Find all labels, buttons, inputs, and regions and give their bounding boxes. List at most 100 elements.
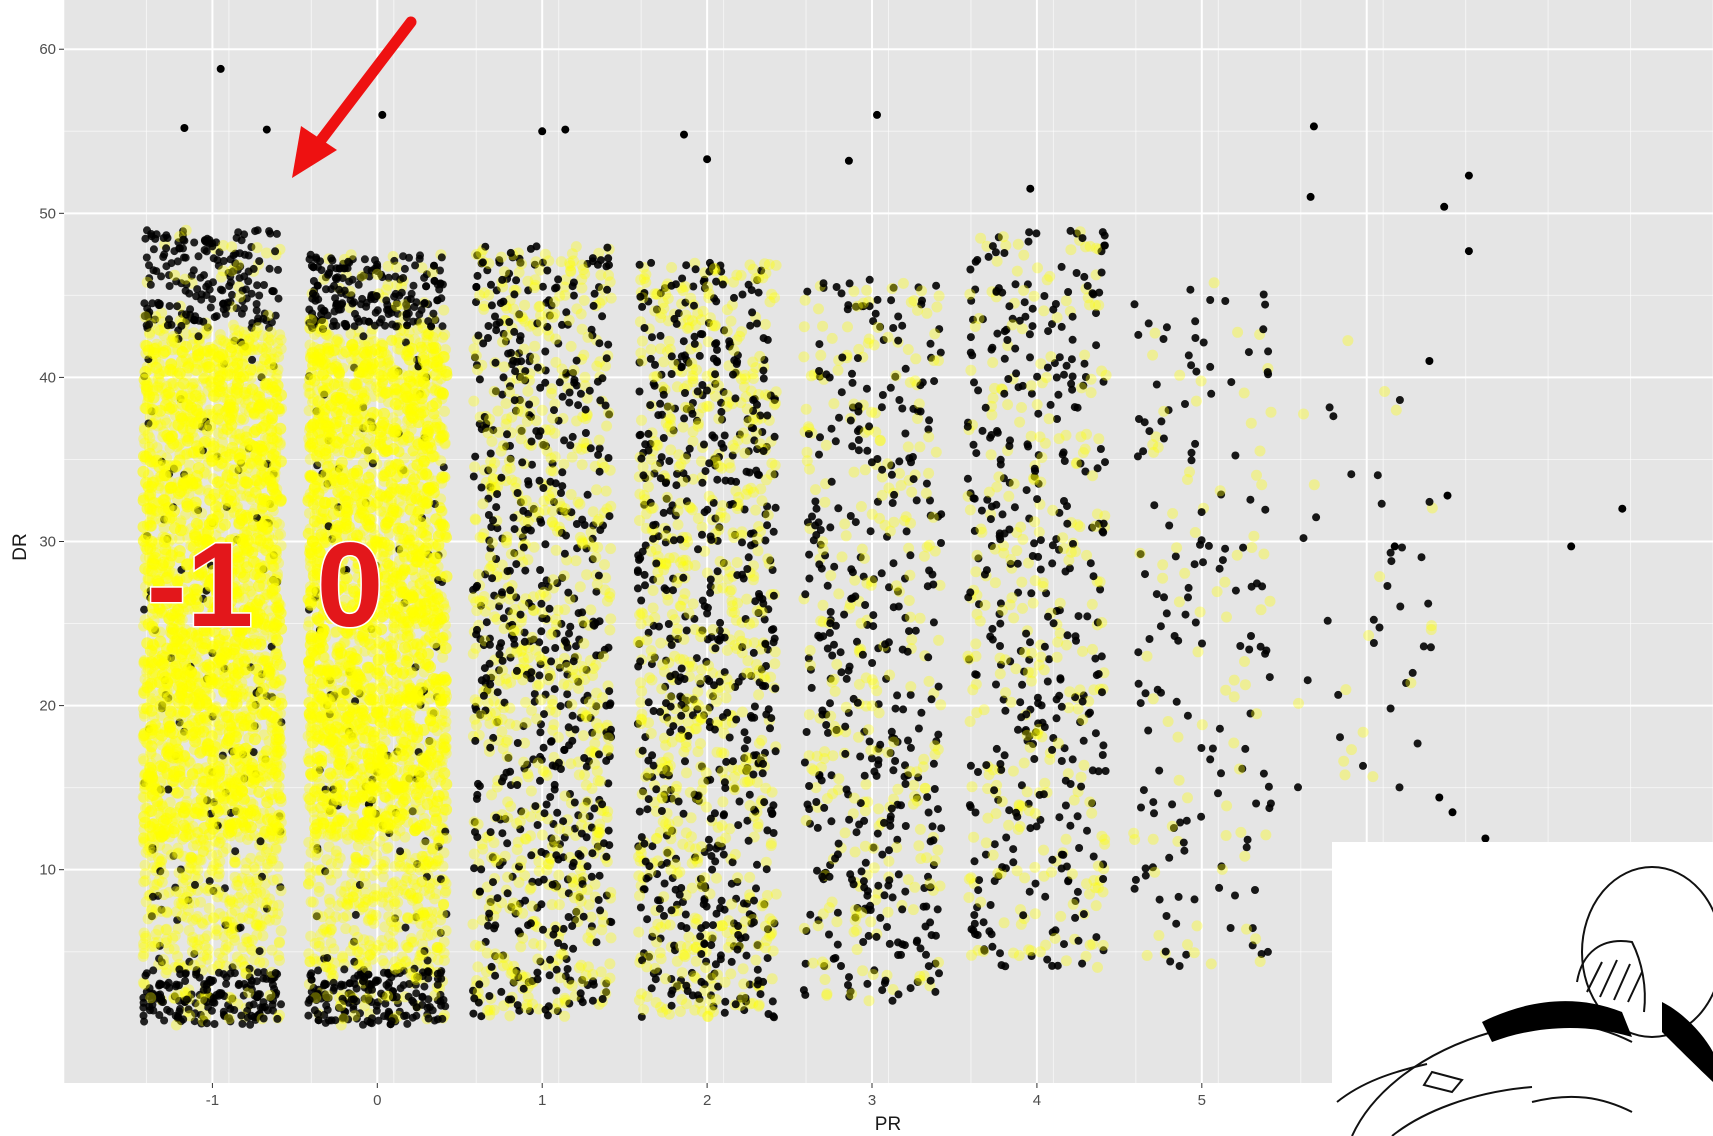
scatter-point bbox=[145, 320, 153, 329]
scatter-point bbox=[400, 875, 412, 887]
scatter-point bbox=[340, 965, 349, 974]
scatter-point bbox=[198, 845, 209, 857]
scatter-point bbox=[212, 427, 224, 439]
scatter-point bbox=[175, 650, 188, 663]
scatter-point bbox=[234, 414, 246, 426]
scatter-point bbox=[223, 1013, 235, 1025]
scatter-point bbox=[252, 306, 261, 315]
scatter-point bbox=[229, 669, 241, 682]
scatter-point bbox=[185, 851, 197, 863]
scatter-point bbox=[219, 451, 232, 464]
scatter-point bbox=[165, 282, 174, 290]
scatter-point bbox=[238, 1019, 247, 1028]
scatter-point bbox=[153, 852, 164, 864]
scatter-point bbox=[332, 333, 344, 345]
scatter-point bbox=[144, 328, 156, 340]
scatter-point bbox=[137, 832, 149, 844]
scatter-point bbox=[235, 274, 244, 283]
scatter-point bbox=[411, 261, 420, 270]
scatter-point bbox=[192, 970, 201, 979]
scatter-point bbox=[409, 281, 418, 290]
scatter-point bbox=[259, 314, 268, 323]
scatter-point bbox=[386, 916, 397, 928]
scatter-point bbox=[424, 693, 436, 705]
scatter-point bbox=[367, 869, 379, 881]
scatter-point bbox=[171, 786, 184, 799]
scatter-point bbox=[420, 982, 429, 991]
scatter-point bbox=[372, 1001, 381, 1010]
scatter-point bbox=[254, 919, 266, 931]
scatter-point bbox=[164, 705, 177, 718]
scatter-point bbox=[251, 919, 263, 931]
scatter-point bbox=[204, 493, 217, 506]
scatter-point bbox=[175, 898, 187, 910]
scatter-point bbox=[189, 476, 202, 489]
scatter-point bbox=[190, 363, 203, 376]
scatter-point bbox=[271, 726, 284, 739]
scatter-point bbox=[178, 805, 191, 818]
scatter-point bbox=[270, 648, 283, 661]
scatter-point bbox=[234, 228, 243, 237]
scatter-point bbox=[440, 878, 452, 890]
scatter-point bbox=[271, 969, 280, 977]
scatter-point bbox=[273, 781, 285, 793]
scatter-point bbox=[226, 472, 239, 485]
scatter-point bbox=[156, 990, 165, 999]
scatter-point bbox=[165, 315, 173, 324]
scatter-point bbox=[239, 821, 252, 834]
scatter-point bbox=[144, 767, 157, 780]
scatter-point bbox=[439, 996, 448, 1004]
scatter-point bbox=[141, 971, 150, 980]
scatter-point bbox=[337, 980, 346, 989]
scatter-point bbox=[223, 726, 236, 739]
scatter-point bbox=[271, 247, 280, 256]
scatter-point bbox=[226, 241, 238, 253]
scatter-point bbox=[232, 259, 244, 271]
scatter-point bbox=[159, 345, 172, 358]
scatter-point bbox=[165, 302, 174, 310]
scatter-point bbox=[187, 914, 199, 926]
scatter-point bbox=[361, 993, 373, 1005]
scatter-point bbox=[422, 920, 434, 932]
scatter-point bbox=[243, 913, 255, 925]
scatter-point bbox=[184, 896, 193, 905]
data-points bbox=[137, 64, 1627, 1031]
scatter-point bbox=[272, 860, 284, 872]
scatter-point bbox=[190, 238, 199, 247]
scatter-point bbox=[200, 236, 209, 245]
scatter-point bbox=[213, 374, 226, 387]
scatter-point bbox=[154, 376, 166, 388]
scatter-point bbox=[149, 245, 158, 254]
scatter-point bbox=[139, 859, 151, 871]
scatter-point bbox=[137, 791, 149, 803]
scatter-point bbox=[251, 887, 263, 899]
scatter-point bbox=[250, 663, 263, 676]
scatter-point bbox=[305, 305, 314, 314]
scatter-point bbox=[264, 893, 276, 905]
scatter-point bbox=[256, 920, 268, 932]
scatter-point bbox=[272, 229, 281, 238]
scatter-point bbox=[424, 1014, 433, 1023]
scatter-point bbox=[249, 733, 261, 746]
scatter-point bbox=[174, 886, 186, 898]
scatter-point bbox=[179, 235, 188, 244]
scatter-point bbox=[231, 847, 240, 856]
scatter-point bbox=[267, 874, 279, 886]
scatter-point bbox=[220, 939, 232, 951]
scatter-point bbox=[219, 305, 228, 314]
scatter-point bbox=[139, 868, 151, 880]
scatter-point bbox=[208, 242, 217, 251]
scatter-point bbox=[138, 810, 151, 823]
scatter-point bbox=[163, 386, 176, 399]
scatter-point bbox=[201, 744, 214, 757]
scatter-point bbox=[138, 450, 150, 463]
scatter-point bbox=[194, 252, 203, 261]
scatter-point bbox=[137, 465, 150, 478]
scatter-point bbox=[232, 377, 244, 390]
scatter-point bbox=[252, 580, 265, 592]
scatter-point bbox=[189, 870, 201, 882]
scatter-point bbox=[138, 948, 150, 960]
scatter-point bbox=[230, 690, 243, 703]
scatter-point bbox=[218, 286, 227, 295]
scatter-point bbox=[200, 698, 213, 711]
